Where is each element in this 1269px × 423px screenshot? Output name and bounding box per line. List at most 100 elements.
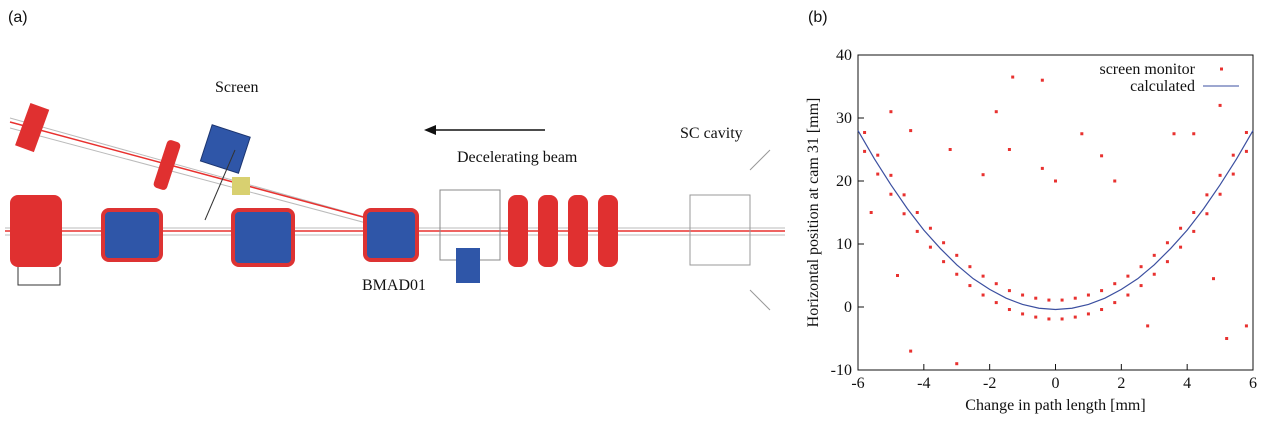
y-tick-label: 30 <box>836 110 852 127</box>
data-point <box>1219 104 1222 107</box>
data-point <box>1074 297 1077 300</box>
data-point <box>1087 312 1090 315</box>
cavity-label: SC cavity <box>680 125 743 142</box>
data-point <box>1126 294 1129 297</box>
y-tick-label: 10 <box>836 236 852 253</box>
data-point <box>949 148 952 151</box>
data-point <box>1179 227 1182 230</box>
data-point <box>982 294 985 297</box>
data-point <box>1080 132 1083 135</box>
fit-line <box>858 131 1253 310</box>
data-point <box>1153 273 1156 276</box>
data-point <box>1166 260 1169 263</box>
data-point <box>1008 308 1011 311</box>
panel-label: (a) <box>8 9 28 26</box>
data-point <box>1100 308 1103 311</box>
magnet-label: BMAD01 <box>362 277 426 294</box>
panel-label: (b) <box>808 9 828 26</box>
data-point <box>1041 79 1044 82</box>
x-tick-label: 0 <box>1052 375 1060 392</box>
data-point <box>903 193 906 196</box>
data-point <box>1192 211 1195 214</box>
data-point <box>1245 324 1248 327</box>
data-point <box>942 260 945 263</box>
data-point <box>1245 150 1248 153</box>
data-point <box>1100 154 1103 157</box>
data-point <box>1054 180 1057 183</box>
data-point <box>1087 294 1090 297</box>
beam-label: Decelerating beam <box>457 149 578 166</box>
data-point <box>1173 132 1176 135</box>
legend-swatch <box>1220 68 1223 71</box>
data-point <box>1140 265 1143 268</box>
data-point <box>1061 299 1064 302</box>
x-axis-label: Change in path length [mm] <box>965 397 1145 414</box>
data-point <box>1245 131 1248 134</box>
x-tick-label: 6 <box>1249 375 1257 392</box>
data-point <box>1140 284 1143 287</box>
y-tick-label: -10 <box>831 362 852 379</box>
data-point <box>1113 282 1116 285</box>
data-point <box>1192 132 1195 135</box>
data-point <box>909 129 912 132</box>
data-point <box>1205 212 1208 215</box>
y-tick-label: 0 <box>844 299 852 316</box>
data-point <box>896 274 899 277</box>
legend-label: calculated <box>1130 78 1195 95</box>
data-point <box>1061 317 1064 320</box>
data-point <box>1212 277 1215 280</box>
data-point <box>995 301 998 304</box>
data-point <box>1008 289 1011 292</box>
data-point <box>1232 173 1235 176</box>
data-point <box>889 110 892 113</box>
data-point <box>982 275 985 278</box>
data-point <box>942 241 945 244</box>
data-point <box>863 131 866 134</box>
data-point <box>968 265 971 268</box>
y-axis-label: Horizontal position at cam 31 [mm] <box>805 98 822 328</box>
data-point <box>876 173 879 176</box>
data-point <box>1146 324 1149 327</box>
data-point <box>955 362 958 365</box>
data-point <box>955 273 958 276</box>
data-point <box>1153 254 1156 257</box>
data-point <box>1113 180 1116 183</box>
figure: (a) Screen Decelerating beam SC cavity B… <box>0 0 1269 423</box>
data-point <box>1034 297 1037 300</box>
data-point <box>1041 167 1044 170</box>
data-point <box>995 110 998 113</box>
data-point <box>1047 317 1050 320</box>
data-point <box>903 212 906 215</box>
data-point <box>1074 316 1077 319</box>
data-point <box>863 150 866 153</box>
data-point <box>909 350 912 353</box>
data-point <box>1126 275 1129 278</box>
data-point <box>1219 174 1222 177</box>
data-point <box>1166 241 1169 244</box>
data-point <box>870 211 873 214</box>
data-point <box>1192 230 1195 233</box>
data-point <box>929 227 932 230</box>
data-point <box>916 230 919 233</box>
x-tick-label: -6 <box>851 375 864 392</box>
data-point <box>995 282 998 285</box>
data-point <box>929 246 932 249</box>
data-point <box>955 254 958 257</box>
y-tick-label: 40 <box>836 47 852 64</box>
data-point <box>1021 294 1024 297</box>
data-point <box>889 174 892 177</box>
figure-svg: (a) Screen Decelerating beam SC cavity B… <box>0 0 1269 423</box>
x-tick-label: -2 <box>983 375 996 392</box>
data-point <box>982 173 985 176</box>
data-point <box>1047 299 1050 302</box>
data-point <box>876 154 879 157</box>
data-point <box>916 211 919 214</box>
x-tick-label: 2 <box>1117 375 1125 392</box>
data-point <box>1205 193 1208 196</box>
screen-label: Screen <box>215 79 259 96</box>
data-point <box>1034 316 1037 319</box>
data-point <box>1100 289 1103 292</box>
data-point <box>1021 312 1024 315</box>
data-point <box>1232 154 1235 157</box>
data-point <box>1011 76 1014 79</box>
